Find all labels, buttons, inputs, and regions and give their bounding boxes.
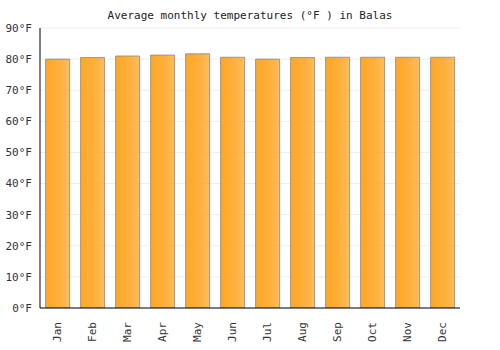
svg-text:Dec: Dec: [436, 322, 449, 342]
svg-text:10°F: 10°F: [8, 271, 32, 284]
svg-text:May: May: [191, 322, 204, 342]
svg-text:30°F: 30°F: [8, 209, 32, 222]
svg-text:Sep: Sep: [331, 322, 344, 342]
html-text:Average monthly temperatures (: Average monthly temperatures (°F ) in Ba…: [107, 9, 393, 22]
svg-text:0°F: 0°F: [12, 302, 32, 315]
svg-text:40°F: 40°F: [8, 177, 32, 190]
svg-text:90°F: 90°F: [8, 22, 32, 35]
svg-text:70°F: 70°F: [8, 84, 32, 97]
svg-text:20°F: 20°F: [8, 240, 32, 253]
svg-text:60°F: 60°F: [8, 115, 32, 128]
svg-text:Jan: Jan: [51, 322, 64, 342]
svg-text:Oct: Oct: [366, 322, 379, 342]
svg-text:50°F: 50°F: [8, 146, 32, 159]
svg-text:Nov: Nov: [401, 322, 414, 342]
svg-text:Jun: Jun: [226, 322, 239, 342]
svg-text:80°F: 80°F: [8, 53, 32, 66]
svg-text:Apr: Apr: [156, 322, 169, 342]
svg-text:Jul: Jul: [261, 322, 274, 342]
svg-text:Feb: Feb: [86, 322, 99, 342]
svg-text:Aug: Aug: [296, 322, 309, 342]
svg-text:Mar: Mar: [121, 322, 134, 342]
